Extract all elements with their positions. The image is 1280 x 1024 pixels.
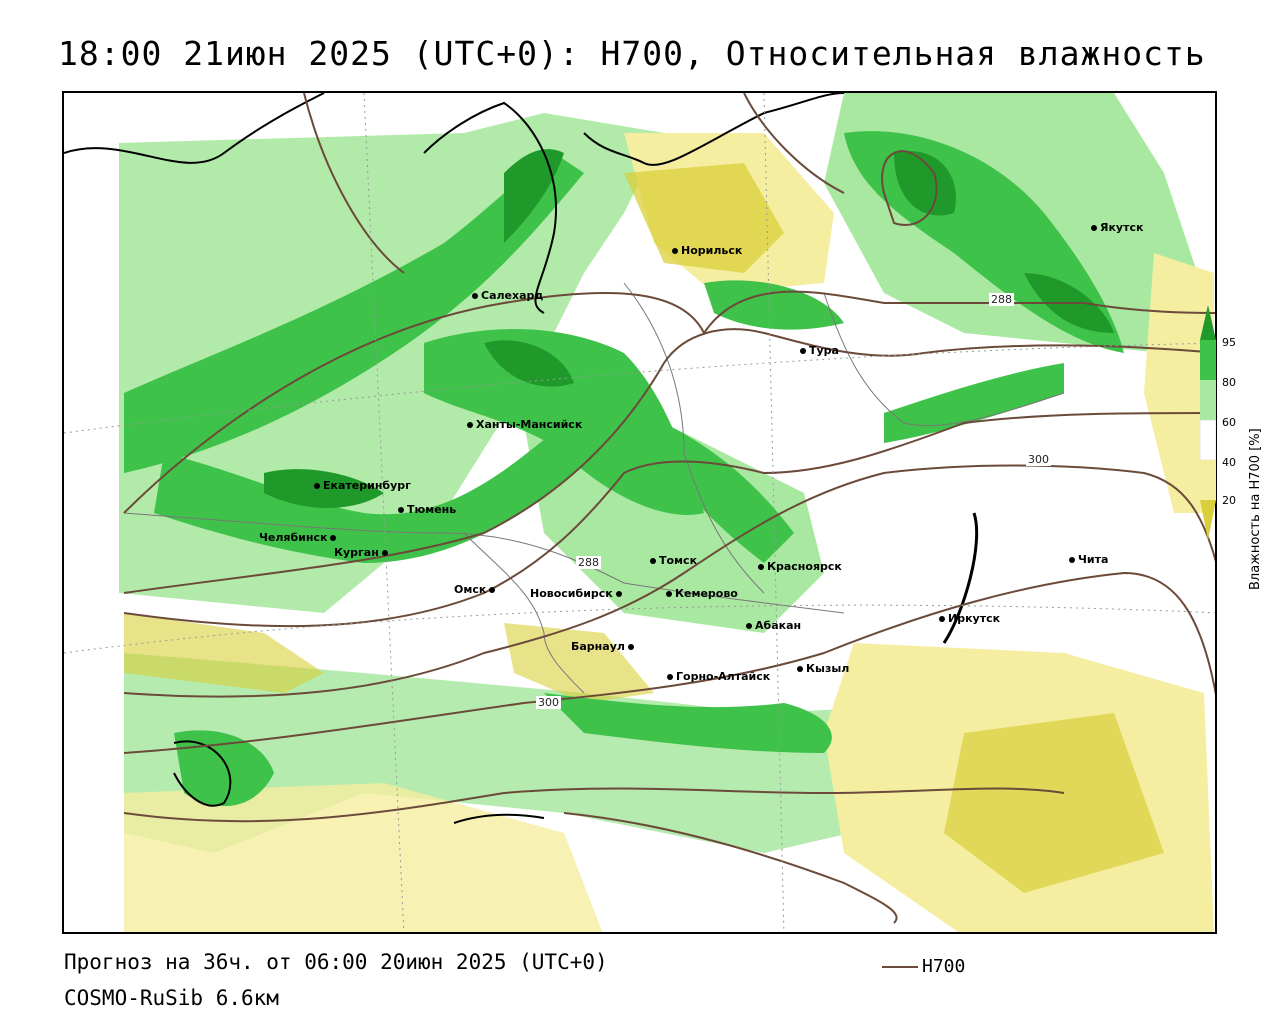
city-label: Курган <box>334 546 379 559</box>
isoline-swatch <box>882 966 918 968</box>
city-irkutsk: Иркутск <box>939 612 1000 625</box>
city-label: Якутск <box>1100 221 1144 234</box>
city-tyumen: Тюмень <box>398 503 456 516</box>
city-label: Кемерово <box>675 587 738 600</box>
city-marker <box>1091 225 1097 231</box>
city-khanty-mansiysk: Ханты-Мансийск <box>467 418 582 431</box>
city-abakan: Абакан <box>746 619 801 632</box>
colorbar-title: Влажность на H700 [%] <box>1248 428 1263 590</box>
city-label: Томск <box>659 554 698 567</box>
city-marker <box>1069 557 1075 563</box>
city-ekaterinburg: Екатеринбург <box>314 479 411 492</box>
city-kemerovo: Кемерово <box>666 587 738 600</box>
humidity-field <box>64 93 1215 932</box>
isoline-label: 300 <box>1026 453 1051 466</box>
city-marker <box>467 422 473 428</box>
city-marker <box>666 591 672 597</box>
city-label: Барнаул <box>571 640 625 653</box>
city-kurgan: Курган <box>334 546 391 559</box>
isoline-legend: H700 <box>882 956 965 977</box>
city-marker <box>381 550 388 556</box>
city-chita: Чита <box>1069 553 1108 566</box>
city-label: Ханты-Мансийск <box>476 418 583 431</box>
city-marker <box>330 535 337 541</box>
city-marker <box>667 674 673 680</box>
city-gorno-altaysk: Горно-Алтайск <box>667 670 770 683</box>
city-label: Кызыл <box>806 662 850 675</box>
city-label: Абакан <box>755 619 802 632</box>
colorbar-tick: 40 <box>1222 456 1236 469</box>
city-barnaul: Барнаул <box>571 640 637 653</box>
city-marker <box>650 558 656 564</box>
city-marker <box>627 644 634 650</box>
isoline-label: 288 <box>576 556 601 569</box>
city-tura: Тура <box>800 344 839 357</box>
city-label: Омск <box>454 583 487 596</box>
colorbar-tick: 80 <box>1222 376 1236 389</box>
isoline-legend-label: H700 <box>922 956 966 977</box>
city-norilsk: Норильск <box>672 244 742 257</box>
city-marker <box>672 248 678 254</box>
city-label: Новосибирск <box>530 587 613 600</box>
city-marker <box>398 507 404 513</box>
city-chelyabinsk: Челябинск <box>259 531 339 544</box>
city-krasnoyarsk: Красноярск <box>758 560 842 573</box>
model-name: COSMO-RuSib 6.6км <box>64 986 279 1010</box>
city-label: Горно-Алтайск <box>676 670 771 683</box>
city-salekhard: Салехард <box>472 289 543 302</box>
city-marker <box>939 616 945 622</box>
city-label: Челябинск <box>259 531 328 544</box>
city-yakutsk: Якутск <box>1091 221 1143 234</box>
city-label: Тура <box>809 344 839 357</box>
colorbar-tick: 60 <box>1222 416 1236 429</box>
map-panel: 288 288 300 300 Якутск Норильск Салехард… <box>62 91 1217 934</box>
city-marker <box>800 348 806 354</box>
isoline-label: 288 <box>989 293 1014 306</box>
city-label: Салехард <box>481 289 544 302</box>
city-marker <box>615 591 622 597</box>
city-kyzyl: Кызыл <box>797 662 849 675</box>
city-marker <box>489 587 496 593</box>
city-marker <box>472 293 478 299</box>
city-label: Тюмень <box>407 503 457 516</box>
forecast-info: Прогноз на 36ч. от 06:00 20июн 2025 (UTC… <box>64 950 608 974</box>
colorbar-tick: 95 <box>1222 336 1236 349</box>
city-omsk: Омск <box>454 583 498 596</box>
map-title: 18:00 21июн 2025 (UTC+0): H700, Относите… <box>58 34 1206 73</box>
city-label: Чита <box>1078 553 1109 566</box>
city-marker <box>797 666 803 672</box>
city-label: Иркутск <box>948 612 1001 625</box>
city-label: Екатеринбург <box>323 479 411 492</box>
isoline-label: 300 <box>536 696 561 709</box>
city-label: Норильск <box>681 244 743 257</box>
city-novosibirsk: Новосибирск <box>530 587 625 600</box>
city-label: Красноярск <box>767 560 842 573</box>
city-tomsk: Томск <box>650 554 697 567</box>
city-marker <box>746 623 752 629</box>
humidity-colorbar <box>1200 305 1216 540</box>
city-marker <box>314 483 320 489</box>
colorbar-tick: 20 <box>1222 494 1236 507</box>
city-marker <box>758 564 764 570</box>
